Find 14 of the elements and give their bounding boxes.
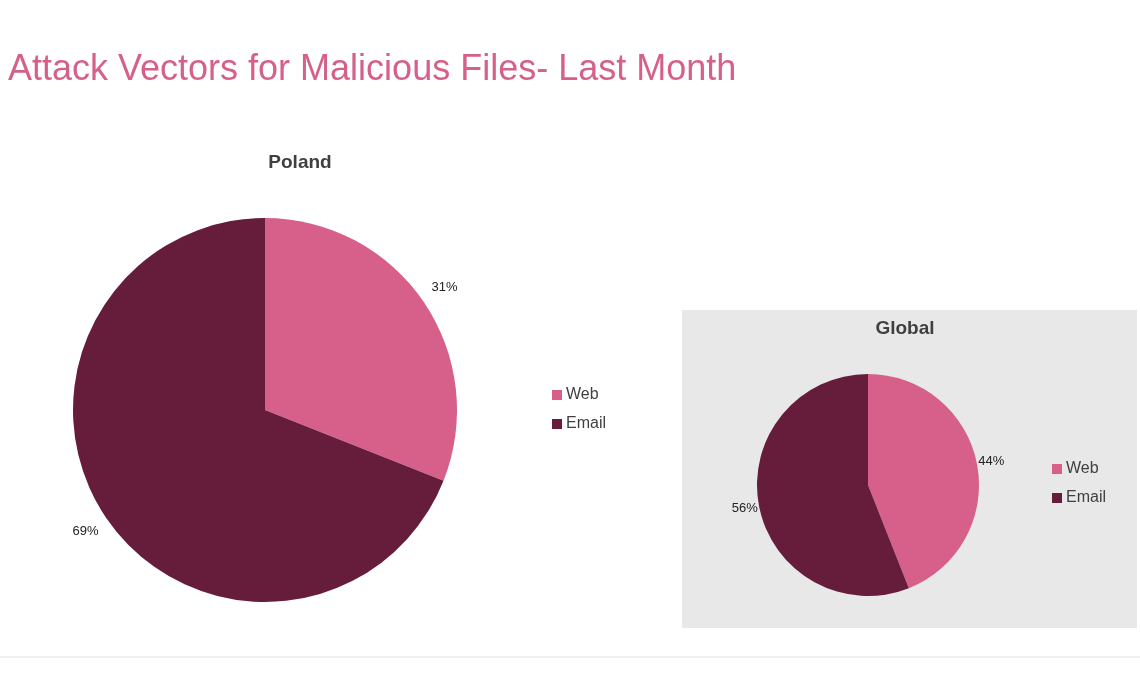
chart-title: Poland [268,151,332,172]
legend-label: Email [1066,488,1107,506]
pie-slice [868,374,979,589]
data-label: 56% [731,499,759,515]
data-label: 69% [72,523,99,539]
legend-label: Email [566,414,607,432]
data-label: 44% [978,452,1005,468]
pie-slice [265,218,457,481]
legend-label: Web [1066,459,1099,477]
text: Attack Vectors for Malicious Files- Last Month [8,47,737,88]
legend-label: Web [566,385,599,403]
pie-slice [757,374,909,596]
chart-title: Global [875,317,935,338]
data-label: 31% [431,279,458,295]
